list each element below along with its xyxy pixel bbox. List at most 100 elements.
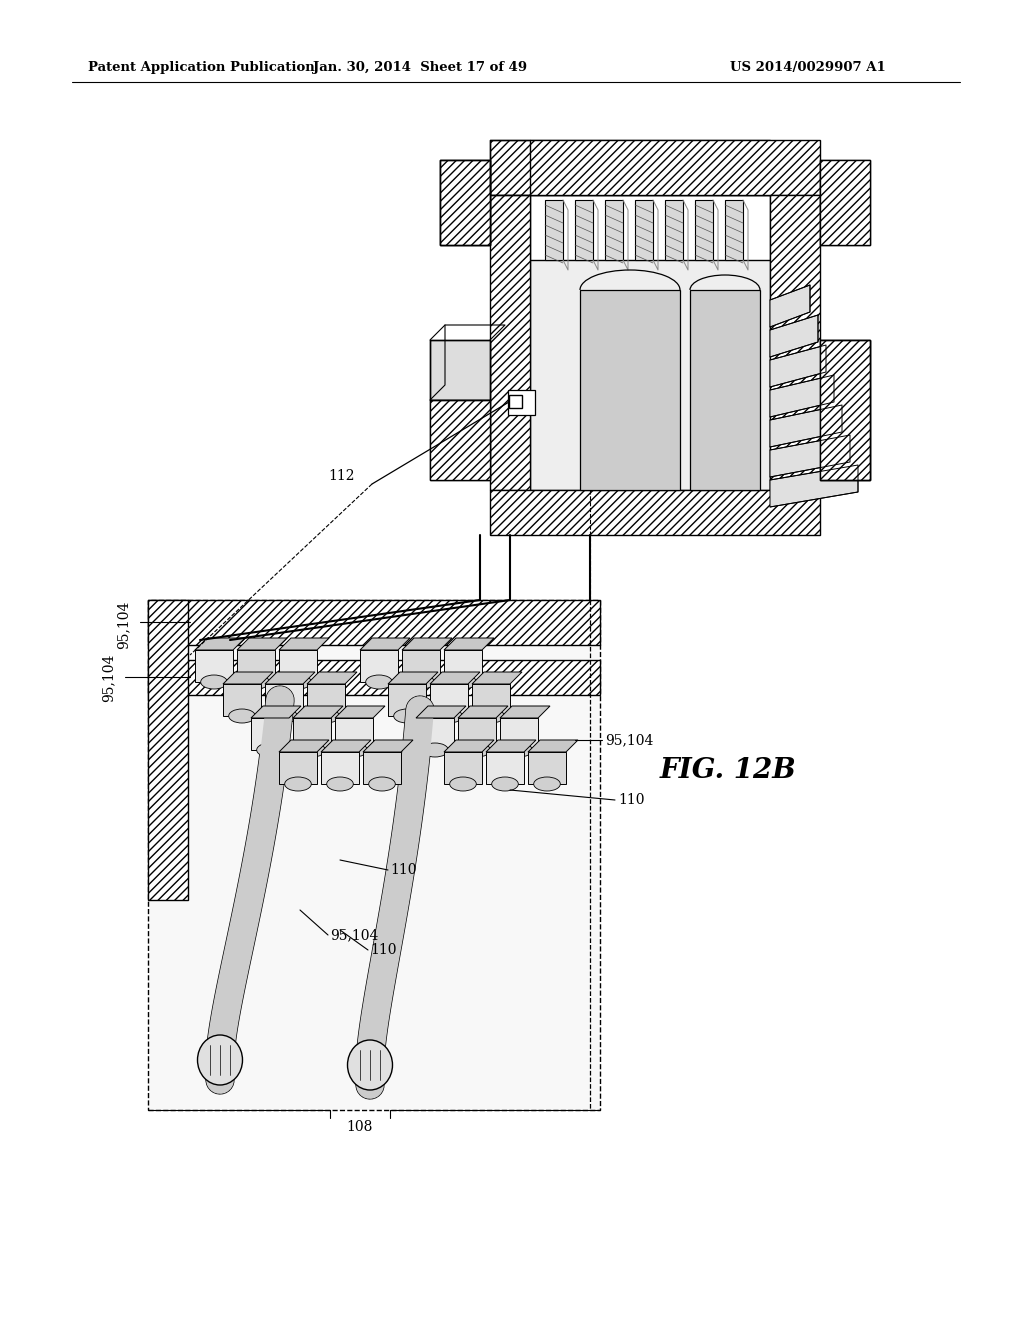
- Bar: [430, 341, 490, 400]
- Bar: [665, 201, 683, 260]
- Polygon shape: [770, 345, 826, 387]
- Bar: [279, 752, 317, 784]
- Polygon shape: [770, 465, 858, 507]
- Polygon shape: [528, 741, 578, 752]
- Polygon shape: [770, 375, 834, 417]
- Polygon shape: [430, 672, 480, 684]
- Ellipse shape: [464, 743, 490, 756]
- Polygon shape: [770, 285, 810, 327]
- Bar: [530, 140, 770, 195]
- Bar: [530, 195, 770, 490]
- Polygon shape: [360, 638, 410, 649]
- Bar: [820, 160, 870, 246]
- Text: US 2014/0029907 A1: US 2014/0029907 A1: [730, 62, 886, 74]
- Bar: [472, 684, 510, 715]
- Polygon shape: [335, 706, 385, 718]
- Polygon shape: [402, 638, 452, 649]
- Bar: [307, 684, 345, 715]
- Ellipse shape: [506, 743, 532, 756]
- Text: 112: 112: [329, 469, 355, 483]
- Ellipse shape: [534, 777, 560, 791]
- Text: Jan. 30, 2014  Sheet 17 of 49: Jan. 30, 2014 Sheet 17 of 49: [313, 62, 527, 74]
- Bar: [265, 684, 303, 715]
- Bar: [458, 718, 496, 750]
- Bar: [500, 718, 538, 750]
- Bar: [195, 649, 233, 682]
- Polygon shape: [265, 672, 315, 684]
- Text: 95,104: 95,104: [116, 601, 130, 649]
- Bar: [293, 718, 331, 750]
- Text: 110: 110: [390, 863, 417, 876]
- Ellipse shape: [492, 777, 518, 791]
- Bar: [440, 160, 490, 246]
- Bar: [486, 752, 524, 784]
- Ellipse shape: [369, 777, 395, 791]
- Bar: [820, 160, 870, 246]
- Text: 108: 108: [347, 1119, 373, 1134]
- Text: 95,104: 95,104: [330, 928, 379, 942]
- Ellipse shape: [408, 675, 434, 689]
- Bar: [490, 195, 530, 490]
- Ellipse shape: [198, 1035, 243, 1085]
- Polygon shape: [416, 706, 466, 718]
- Ellipse shape: [285, 777, 311, 791]
- Ellipse shape: [327, 777, 353, 791]
- Bar: [430, 400, 490, 480]
- Ellipse shape: [228, 709, 255, 723]
- Text: 95,104: 95,104: [101, 653, 115, 702]
- Polygon shape: [223, 672, 273, 684]
- Polygon shape: [195, 638, 245, 649]
- Text: Patent Application Publication: Patent Application Publication: [88, 62, 314, 74]
- Polygon shape: [486, 741, 536, 752]
- Ellipse shape: [393, 709, 420, 723]
- Polygon shape: [388, 672, 438, 684]
- Polygon shape: [444, 638, 494, 649]
- Bar: [335, 718, 373, 750]
- Polygon shape: [237, 638, 287, 649]
- Polygon shape: [279, 741, 329, 752]
- Ellipse shape: [285, 675, 311, 689]
- Bar: [148, 601, 600, 645]
- Ellipse shape: [243, 675, 269, 689]
- Polygon shape: [770, 436, 850, 477]
- Bar: [148, 601, 188, 900]
- Ellipse shape: [478, 709, 504, 723]
- Text: FIG. 12B: FIG. 12B: [660, 756, 797, 784]
- Ellipse shape: [366, 675, 392, 689]
- Polygon shape: [362, 741, 413, 752]
- Bar: [362, 752, 401, 784]
- Ellipse shape: [270, 709, 297, 723]
- Bar: [820, 341, 870, 480]
- Bar: [509, 395, 522, 408]
- Bar: [237, 649, 275, 682]
- Ellipse shape: [450, 675, 476, 689]
- Polygon shape: [770, 315, 818, 356]
- Bar: [725, 201, 743, 260]
- Bar: [251, 718, 289, 750]
- Bar: [528, 752, 566, 784]
- Polygon shape: [279, 638, 329, 649]
- Text: 110: 110: [370, 942, 396, 957]
- Ellipse shape: [450, 777, 476, 791]
- Bar: [444, 752, 482, 784]
- Ellipse shape: [257, 743, 284, 756]
- Polygon shape: [500, 706, 550, 718]
- Polygon shape: [444, 741, 494, 752]
- Polygon shape: [321, 741, 371, 752]
- Bar: [416, 718, 454, 750]
- Bar: [575, 201, 593, 260]
- Bar: [360, 649, 398, 682]
- Bar: [605, 201, 623, 260]
- Text: 110: 110: [618, 793, 644, 807]
- Bar: [770, 195, 820, 490]
- Bar: [279, 649, 317, 682]
- Polygon shape: [770, 405, 842, 447]
- Bar: [490, 490, 820, 535]
- Bar: [580, 290, 680, 490]
- Bar: [148, 660, 600, 696]
- Bar: [430, 684, 468, 715]
- Ellipse shape: [299, 743, 326, 756]
- Bar: [690, 290, 760, 490]
- Bar: [490, 140, 820, 195]
- Bar: [635, 201, 653, 260]
